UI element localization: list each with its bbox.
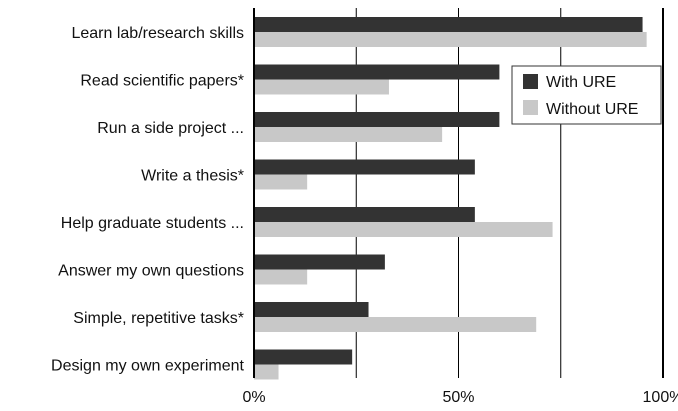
legend: With URE Without URE (511, 65, 662, 125)
bar-without-ure-1 (254, 79, 389, 95)
category-labels: Learn lab/research skills Read scientific… (51, 25, 245, 375)
x-tick-label-0: 0% (242, 389, 265, 406)
x-tick-labels: 0% 50% 100% (242, 389, 678, 406)
x-tick-label-1: 50% (442, 389, 474, 406)
bar-with-ure-3 (254, 159, 475, 175)
bar-with-ure-2 (254, 112, 500, 127)
bar-with-ure-5 (254, 254, 385, 270)
legend-swatch-without-ure (523, 100, 538, 115)
category-label-7: Design my own experiment (51, 358, 245, 375)
bar-with-ure-6 (254, 302, 369, 317)
category-label-1: Read scientific papers* (80, 73, 244, 90)
bar-without-ure-4 (254, 222, 553, 237)
category-label-5: Answer my own questions (58, 263, 244, 280)
bars (254, 17, 647, 380)
category-label-4: Help graduate students ... (61, 215, 244, 232)
bar-with-ure-1 (254, 64, 500, 80)
bar-without-ure-5 (254, 269, 308, 285)
category-label-2: Run a side project ... (97, 120, 244, 137)
legend-label-without-ure: Without URE (546, 101, 638, 118)
bar-without-ure-0 (254, 32, 647, 47)
category-label-3: Write a thesis* (141, 168, 244, 185)
bar-with-ure-0 (254, 17, 643, 32)
category-label-6: Simple, repetitive tasks* (73, 310, 244, 327)
bar-with-ure-7 (254, 349, 353, 365)
bar-without-ure-2 (254, 127, 443, 142)
bar-without-ure-7 (254, 364, 279, 380)
legend-swatch-with-ure (523, 74, 538, 89)
category-label-0: Learn lab/research skills (71, 25, 244, 42)
legend-label-with-ure: With URE (546, 74, 616, 91)
bar-with-ure-4 (254, 207, 475, 222)
x-tick-label-2: 100% (643, 389, 678, 406)
bar-without-ure-3 (254, 174, 308, 190)
bar-without-ure-6 (254, 317, 537, 332)
